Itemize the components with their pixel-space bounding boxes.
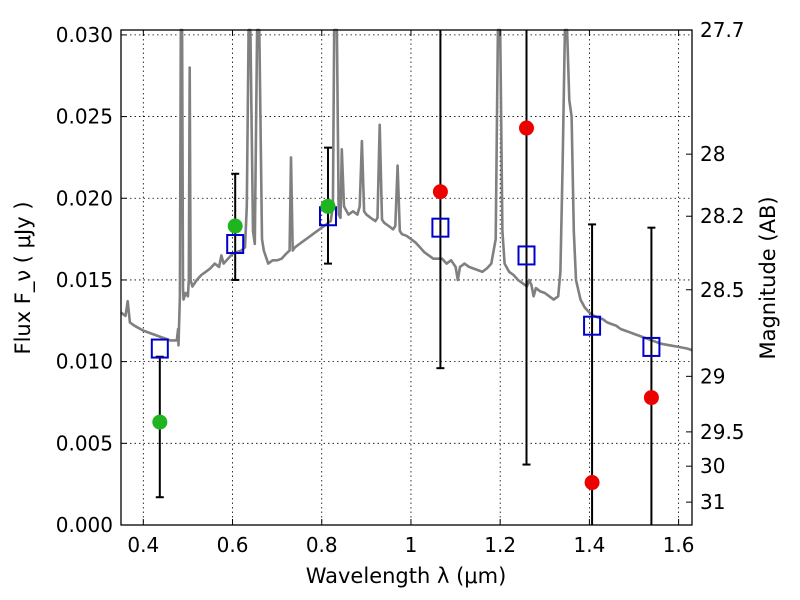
y-tick-label-3: 0.015: [56, 268, 113, 292]
y-tick-label-1: 0.005: [56, 431, 113, 455]
y2-tick-label-6: 30: [700, 454, 725, 478]
x-tick-label-3: 1: [405, 533, 418, 557]
undetected-point-0: [432, 184, 448, 200]
model-point-0: [150, 338, 169, 359]
y2-tick-label-2: 28.2: [700, 204, 745, 228]
x-tick-label-6: 1.6: [663, 533, 695, 557]
y2-tick-label-3: 28.5: [700, 278, 745, 302]
y-tick-label-4: 0.020: [56, 186, 113, 210]
y-tick-label-0: 0.000: [56, 513, 113, 537]
y-tick-label-2: 0.010: [56, 350, 113, 374]
model-point-6: [642, 336, 661, 357]
x-tick-label-1: 0.6: [217, 533, 249, 557]
y2-tick-label-0: 27.7: [700, 18, 745, 42]
y-tick-label-6: 0.030: [56, 23, 113, 47]
undetected-point-3: [643, 390, 659, 406]
model-point-3: [431, 217, 450, 238]
x-tick-label-0: 0.4: [127, 533, 159, 557]
x-axis-label: Wavelength λ (μm): [306, 564, 507, 588]
detected-point-1: [227, 218, 243, 234]
model-layer: [150, 206, 661, 359]
model-point-1: [226, 234, 245, 255]
undetected-point-1: [518, 120, 534, 136]
detected-point-2: [320, 198, 336, 214]
y2-axis-label: Magnitude (AB): [756, 196, 780, 359]
y-tick-label-5: 0.025: [56, 105, 113, 129]
y2-tick-label-1: 28: [700, 142, 725, 166]
y2-tick-label-5: 29.5: [700, 420, 745, 444]
model-point-5: [583, 315, 602, 336]
plot-frame: [120, 29, 693, 526]
y-axis-label: Flux F_ν ( μJy ): [11, 201, 36, 354]
x-tick-label-5: 1.4: [573, 533, 605, 557]
spectrum-line: [120, 28, 693, 352]
y2-tick-label-4: 29: [700, 364, 725, 388]
detected-point-0: [152, 414, 168, 430]
plot-background: [121, 30, 692, 525]
spectrum-layer: [120, 28, 693, 352]
undetected-point-2: [584, 475, 600, 491]
grid: [121, 30, 692, 525]
x-tick-label-4: 1.2: [484, 533, 516, 557]
y2-tick-label-7: 31: [700, 490, 725, 514]
model-point-4: [517, 245, 536, 266]
x-tick-label-2: 0.8: [306, 533, 338, 557]
points-layer: [152, 120, 659, 491]
ticks-layer: 0.4 0.6 0.8 1 1.2 1.4 1.6 0.000 0.005 0.010 0.015 0…: [56, 18, 745, 557]
